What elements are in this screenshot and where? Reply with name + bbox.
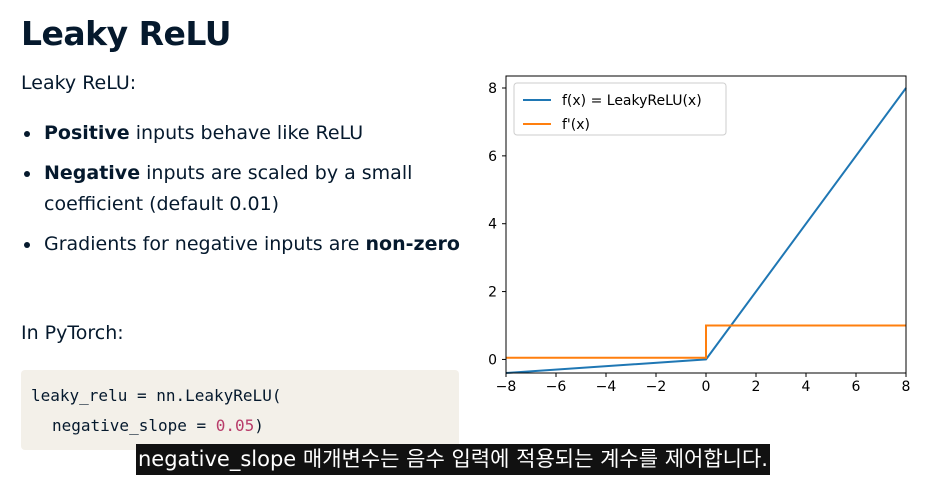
x-tick-label: 4: [802, 379, 811, 395]
slide-title: Leaky ReLU: [21, 14, 232, 53]
leaky-relu-chart: −8 −6 −4 −2 0 2 4 6 8 0 2 4 6 8 f(x) = LeakyReLU(x) f'(…: [470, 70, 930, 410]
y-tick-label: 0: [488, 352, 497, 368]
slide-subtitle: Leaky ReLU:: [21, 72, 137, 94]
x-tick-label: 2: [752, 379, 761, 395]
bullet-gradients-bold: non-zero: [365, 233, 460, 255]
y-tick-label: 4: [488, 217, 497, 233]
x-tick-label: −2: [646, 379, 667, 395]
video-caption: negative_slope 매개변수는 음수 입력에 적용되는 계수를 제어합…: [136, 444, 770, 475]
bullet-negative-bold: Negative: [44, 162, 141, 184]
bullet-list: Positive inputs behave like ReLU Negativ…: [21, 118, 461, 269]
y-tick-label: 8: [488, 81, 497, 97]
y-tick-label: 2: [488, 285, 497, 301]
series-line-1: [505, 87, 907, 374]
x-tick-label: 6: [852, 379, 861, 395]
bullet-positive-text: inputs behave like ReLU: [129, 122, 364, 144]
code-param: negative_slope =: [52, 416, 216, 435]
code-line-1: leaky_relu = nn.LeakyReLU(: [31, 386, 282, 405]
y-tick-label: 6: [488, 149, 497, 165]
bullet-positive-bold: Positive: [44, 122, 130, 144]
bullet-negative-text: inputs are scaled by a small coefficient…: [44, 162, 413, 215]
x-tick-label: −4: [596, 379, 617, 395]
code-close-paren: ): [254, 416, 264, 435]
bullet-positive: Positive inputs behave like ReLU: [21, 118, 461, 149]
bullet-gradients: Gradients for negative inputs are non-ze…: [21, 229, 461, 260]
x-tick-label: 0: [702, 379, 711, 395]
legend-box: [513, 82, 727, 136]
bullet-gradients-text: Gradients for negative inputs are: [44, 233, 366, 255]
x-tick-label: −8: [496, 379, 517, 395]
bullet-negative: Negative inputs are scaled by a small co…: [21, 158, 461, 220]
code-number: 0.05: [215, 416, 255, 435]
x-tick-label: 8: [902, 379, 911, 395]
chart-svg: −8 −6 −4 −2 0 2 4 6 8 0 2 4 6 8 f(x) = LeakyReLU(x) f'(…: [488, 75, 911, 395]
series-line-2: [506, 324, 906, 359]
code-block: leaky_relu = nn.LeakyReLU( negative_slop…: [21, 370, 459, 450]
legend-label-2: f'(x): [562, 117, 590, 133]
pytorch-label: In PyTorch:: [21, 322, 124, 344]
code-line-2: negative_slope = 0.05): [52, 416, 264, 435]
x-tick-label: −6: [546, 379, 567, 395]
legend-label-1: f(x) = LeakyReLU(x): [562, 93, 702, 109]
